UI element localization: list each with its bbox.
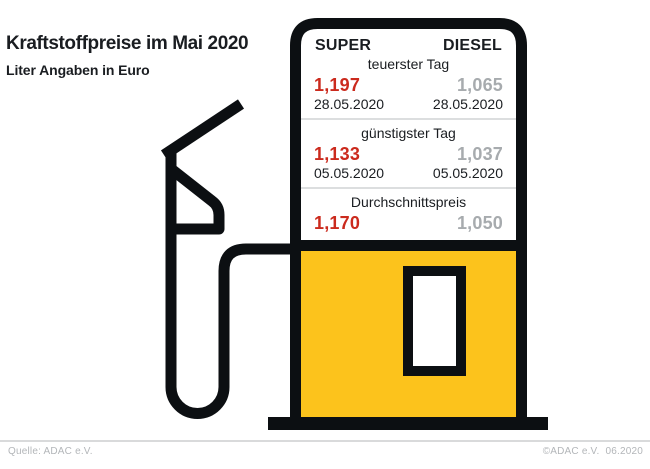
super-date: 28.05.2020 <box>314 96 385 112</box>
pump-base <box>268 417 548 430</box>
column-header-diesel: DIESEL <box>443 37 502 54</box>
section-average-price: Durchschnittspreis 1,170 1,050 <box>301 194 516 233</box>
super-price: 1,170 <box>314 213 361 233</box>
super-price: 1,197 <box>314 75 361 95</box>
footer-divider <box>0 440 650 442</box>
section-divider <box>301 187 516 189</box>
price-row: 1,197 1,065 <box>301 75 516 95</box>
section-most-expensive-day: teuerster Tag 1,197 1,065 28.05.2020 28.… <box>301 56 516 112</box>
super-date: 05.05.2020 <box>314 165 385 181</box>
date-row: 05.05.2020 05.05.2020 <box>301 165 516 181</box>
pump-hose <box>165 149 302 419</box>
column-header-super: SUPER <box>315 37 372 54</box>
price-row: 1,133 1,037 <box>301 144 516 164</box>
source-note: Quelle: ADAC e.V. <box>8 446 93 457</box>
diesel-price: 1,037 <box>456 144 503 164</box>
super-price: 1,133 <box>314 144 361 164</box>
diesel-date: 28.05.2020 <box>432 96 503 112</box>
price-row: 1,170 1,050 <box>301 213 516 233</box>
section-cheapest-day: günstigster Tag 1,133 1,037 05.05.2020 0… <box>301 125 516 181</box>
section-label: teuerster Tag <box>367 56 450 72</box>
nozzle-body <box>166 163 225 235</box>
nozzle-holster <box>403 266 466 376</box>
section-divider <box>301 118 516 120</box>
page-title: Kraftstoffpreise im Mai 2020 <box>6 33 249 54</box>
pump-display-frame <box>290 18 527 251</box>
pump-display-panel: SUPER DIESEL teuerster Tag 1,197 1,065 2… <box>301 29 516 240</box>
diesel-price: 1,050 <box>456 213 503 233</box>
section-label: günstigster Tag <box>361 125 456 141</box>
diesel-date: 05.05.2020 <box>432 165 503 181</box>
diesel-price: 1,065 <box>456 75 503 95</box>
fuel-column-headers: SUPER DIESEL <box>301 29 516 55</box>
date-row: 28.05.2020 28.05.2020 <box>301 96 516 112</box>
page-subtitle: Liter Angaben in Euro <box>6 62 150 78</box>
nozzle-handle <box>160 99 245 160</box>
section-label: Durchschnittspreis <box>350 194 467 210</box>
copyright-note: ©ADAC e.V. 06.2020 <box>542 446 643 457</box>
